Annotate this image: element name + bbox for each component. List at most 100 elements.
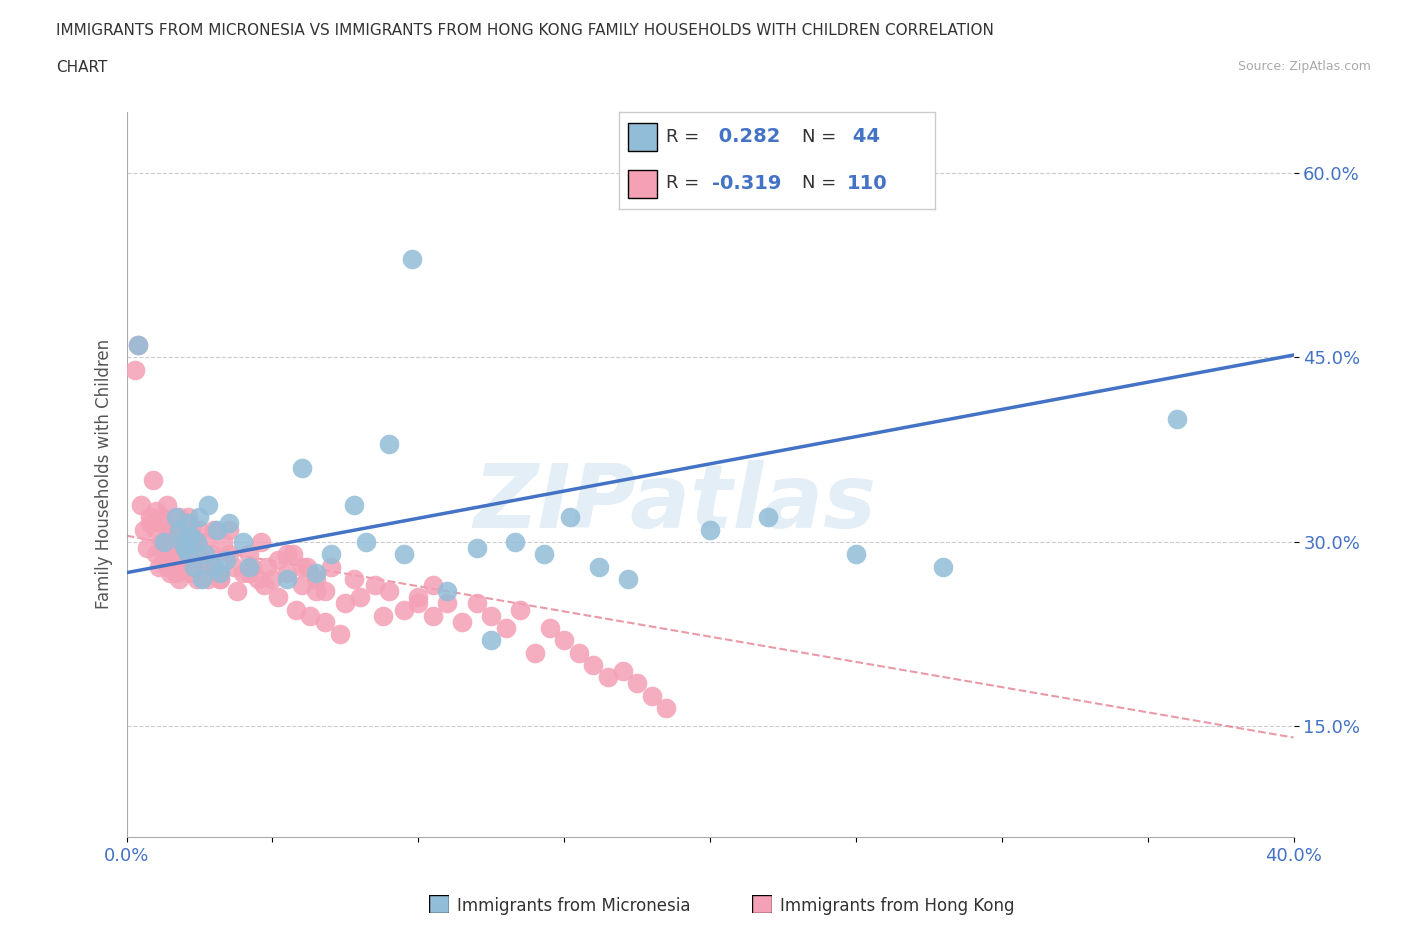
Point [177, 516, 200, 531]
Point [165, 535, 187, 550]
Point [174, 535, 197, 550]
Point [145, 504, 167, 519]
Point [153, 547, 176, 562]
Point [183, 559, 205, 574]
Point [319, 547, 342, 562]
Text: Immigrants from Micronesia: Immigrants from Micronesia [457, 897, 690, 915]
Point [159, 535, 181, 550]
Point [558, 510, 581, 525]
Point [240, 559, 263, 574]
Point [177, 510, 200, 525]
Point [299, 608, 322, 623]
Point [343, 498, 366, 512]
Point [211, 535, 233, 550]
Point [479, 632, 502, 647]
Point [408, 596, 430, 611]
Point [436, 584, 458, 599]
Point [524, 645, 547, 660]
Point [197, 498, 219, 512]
Point [177, 547, 200, 562]
Point [503, 535, 526, 550]
Point [232, 565, 254, 580]
Point [845, 547, 868, 562]
Point [208, 571, 231, 586]
Point [626, 676, 648, 691]
Text: R =: R = [666, 127, 704, 145]
Point [238, 565, 260, 580]
Point [479, 608, 502, 623]
Point [174, 522, 197, 537]
Point [436, 596, 458, 611]
Point [170, 535, 193, 550]
Point [194, 547, 217, 562]
Point [262, 571, 284, 586]
Point [197, 559, 219, 574]
Point [165, 510, 187, 525]
Point [401, 252, 423, 267]
Point [378, 436, 401, 451]
Point [378, 584, 401, 599]
Text: 44: 44 [846, 127, 880, 146]
Point [756, 510, 779, 525]
Point [186, 571, 208, 586]
Point [392, 547, 415, 562]
Point [1166, 412, 1188, 427]
Point [188, 510, 211, 525]
Point [582, 658, 605, 672]
Point [297, 559, 319, 574]
Point [215, 553, 238, 568]
Point [159, 565, 181, 580]
Text: Immigrants from Hong Kong: Immigrants from Hong Kong [780, 897, 1015, 915]
Point [167, 510, 190, 525]
Point [354, 535, 377, 550]
Point [533, 547, 555, 562]
Point [191, 559, 214, 574]
Point [202, 522, 225, 537]
Point [167, 522, 190, 537]
Point [186, 535, 208, 550]
Point [343, 571, 366, 586]
FancyBboxPatch shape [628, 170, 657, 197]
Point [319, 559, 342, 574]
Point [314, 584, 336, 599]
Point [392, 602, 415, 617]
Text: R =: R = [666, 174, 704, 193]
Point [495, 620, 517, 635]
Point [136, 540, 159, 555]
Point [538, 620, 561, 635]
Point [150, 516, 173, 531]
Point [127, 338, 149, 352]
Point [465, 540, 488, 555]
Point [142, 473, 165, 488]
Point [224, 559, 246, 574]
Point [465, 596, 488, 611]
Point [162, 522, 184, 537]
Point [162, 553, 184, 568]
FancyBboxPatch shape [429, 895, 449, 913]
FancyBboxPatch shape [628, 124, 657, 151]
Point [267, 553, 290, 568]
Point [655, 700, 678, 715]
Point [180, 528, 202, 543]
Point [267, 590, 290, 604]
Y-axis label: Family Households with Children: Family Households with Children [94, 339, 112, 609]
Point [408, 590, 430, 604]
Point [188, 540, 211, 555]
Point [290, 460, 312, 475]
Point [290, 578, 312, 592]
Point [127, 338, 149, 352]
Point [129, 498, 152, 512]
Point [218, 516, 240, 531]
Point [153, 535, 176, 550]
Point [640, 688, 664, 703]
Point [180, 565, 202, 580]
Point [148, 559, 170, 574]
Point [238, 559, 260, 574]
Text: 0.282: 0.282 [711, 127, 780, 146]
Point [200, 547, 222, 562]
Point [188, 522, 211, 537]
Point [253, 578, 276, 592]
Point [180, 522, 202, 537]
Point [612, 664, 634, 679]
Point [568, 645, 591, 660]
